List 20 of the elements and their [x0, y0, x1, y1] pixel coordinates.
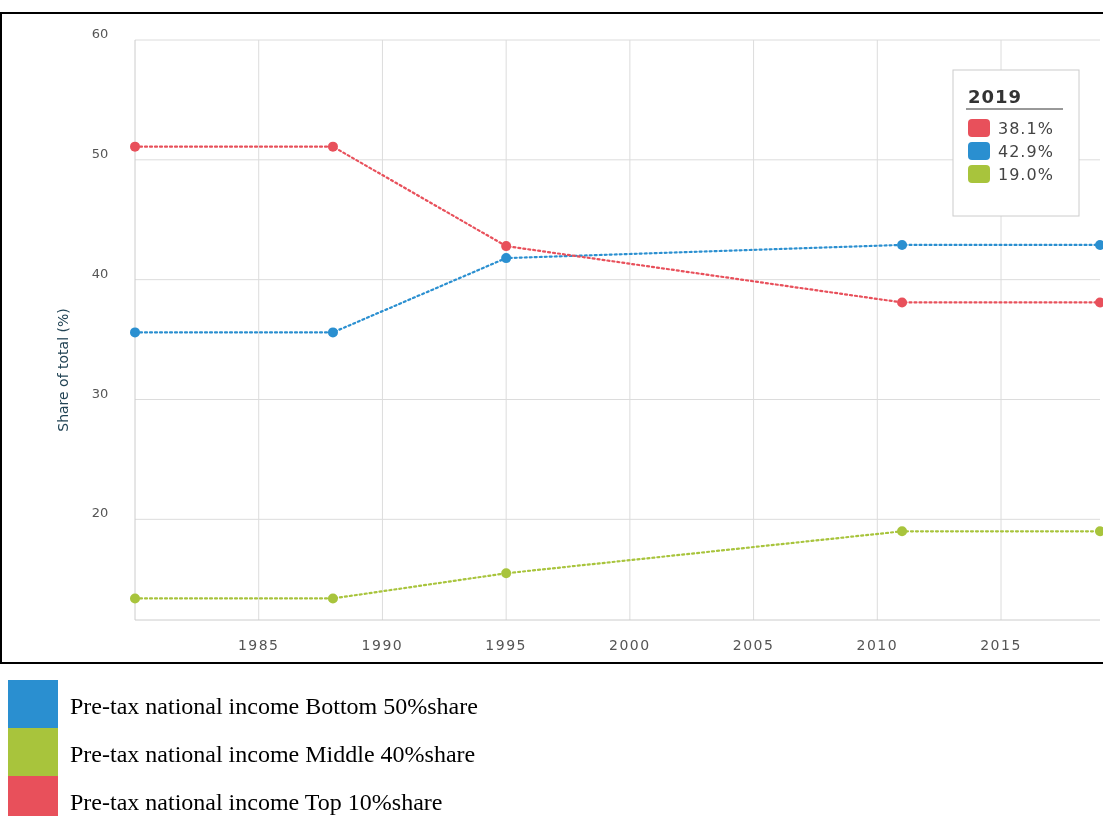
annotation: 42.9% — [998, 142, 1054, 161]
x-tick-label: 2000 — [609, 637, 651, 653]
x-tick-label: 2015 — [980, 637, 1022, 653]
y-tick-label: 20 — [91, 505, 109, 521]
legend-label: Pre-tax national income Middle 40%share — [70, 741, 476, 767]
legend-label: Pre-tax national income Top 10%share — [70, 789, 443, 815]
annotation: 19.0% — [998, 165, 1054, 184]
x-tick-label: 2010 — [856, 637, 899, 653]
x-tick-label: 1995 — [485, 637, 527, 653]
x-tick-label: 1990 — [361, 637, 404, 653]
legend-title: 2019 — [968, 86, 1023, 107]
y-tick-label: 30 — [91, 385, 109, 401]
y-tick-label: 40 — [91, 265, 109, 281]
y-tick-label: 60 — [91, 26, 109, 41]
annotation: 38.1% — [998, 119, 1054, 138]
x-tick-label: 1985 — [237, 637, 280, 653]
y-axis-title: Share of total (%) — [55, 308, 71, 432]
x-tick-label: 2005 — [732, 637, 775, 653]
legend-label: Pre-tax national income Bottom 50%share — [70, 693, 478, 719]
y-tick-label: 50 — [91, 145, 109, 161]
